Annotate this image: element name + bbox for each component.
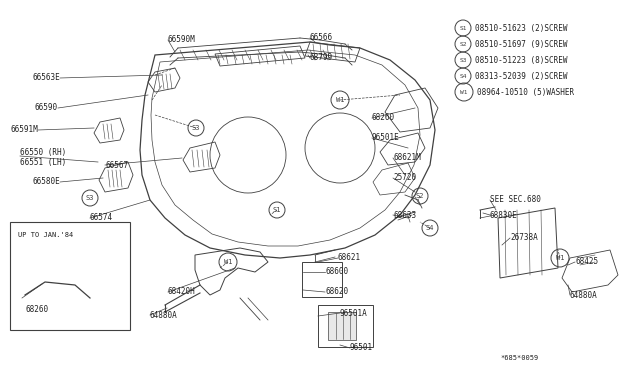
Text: W1: W1 — [460, 90, 468, 94]
Text: S3: S3 — [460, 58, 467, 62]
Text: 68621: 68621 — [338, 253, 361, 263]
Text: 66550 (RH): 66550 (RH) — [20, 148, 67, 157]
Text: S2: S2 — [460, 42, 467, 46]
Text: 64880A: 64880A — [570, 291, 598, 299]
Text: 68830E: 68830E — [490, 211, 518, 219]
Text: 64880A: 64880A — [150, 311, 178, 320]
Text: W1: W1 — [556, 255, 564, 261]
Text: 08964-10510 (5)WASHER: 08964-10510 (5)WASHER — [477, 87, 574, 96]
Text: 66590: 66590 — [35, 103, 58, 112]
Text: 66574: 66574 — [90, 214, 113, 222]
Bar — [328, 312, 356, 340]
Text: S3: S3 — [192, 125, 200, 131]
Text: 68260: 68260 — [25, 305, 48, 314]
Text: S1: S1 — [273, 207, 281, 213]
Text: 68620: 68620 — [325, 288, 348, 296]
Text: 68425: 68425 — [575, 257, 598, 266]
Text: W1: W1 — [224, 259, 232, 265]
Text: 26738A: 26738A — [510, 234, 538, 243]
Text: 66591M: 66591M — [10, 125, 38, 135]
Text: S1: S1 — [460, 26, 467, 31]
Text: 25720: 25720 — [393, 173, 416, 183]
Text: S3: S3 — [86, 195, 94, 201]
Text: 08510-51623 (2)SCREW: 08510-51623 (2)SCREW — [475, 23, 568, 32]
Text: 08510-51223 (8)SCREW: 08510-51223 (8)SCREW — [475, 55, 568, 64]
Text: W1: W1 — [336, 97, 344, 103]
Text: 66567: 66567 — [105, 160, 128, 170]
Text: 66590M: 66590M — [168, 35, 196, 45]
Text: S2: S2 — [416, 193, 424, 199]
Bar — [10, 222, 130, 330]
Text: 66580E: 66580E — [32, 177, 60, 186]
Text: S4: S4 — [426, 225, 435, 231]
Text: 08313-52039 (2)SCREW: 08313-52039 (2)SCREW — [475, 71, 568, 80]
Text: 96501: 96501 — [350, 343, 373, 353]
Text: 68260: 68260 — [372, 113, 395, 122]
Text: 66563E: 66563E — [32, 74, 60, 83]
Text: 96501A: 96501A — [340, 308, 368, 317]
Text: 66551 (LH): 66551 (LH) — [20, 158, 67, 167]
Text: 68621M: 68621M — [393, 154, 420, 163]
Text: 68600: 68600 — [325, 267, 348, 276]
Text: 08510-51697 (9)SCREW: 08510-51697 (9)SCREW — [475, 39, 568, 48]
Text: S4: S4 — [460, 74, 467, 78]
Text: 68799: 68799 — [310, 54, 333, 62]
Text: *685*0059: *685*0059 — [500, 355, 538, 361]
Bar — [318, 305, 373, 347]
Text: UP TO JAN.'84: UP TO JAN.'84 — [18, 232, 73, 238]
Text: 68420H: 68420H — [168, 288, 196, 296]
Bar — [302, 262, 342, 297]
Text: 68633: 68633 — [393, 211, 416, 219]
Text: 66566: 66566 — [310, 33, 333, 42]
Text: 96501E: 96501E — [372, 134, 400, 142]
Text: SEE SEC.680: SEE SEC.680 — [490, 196, 541, 205]
